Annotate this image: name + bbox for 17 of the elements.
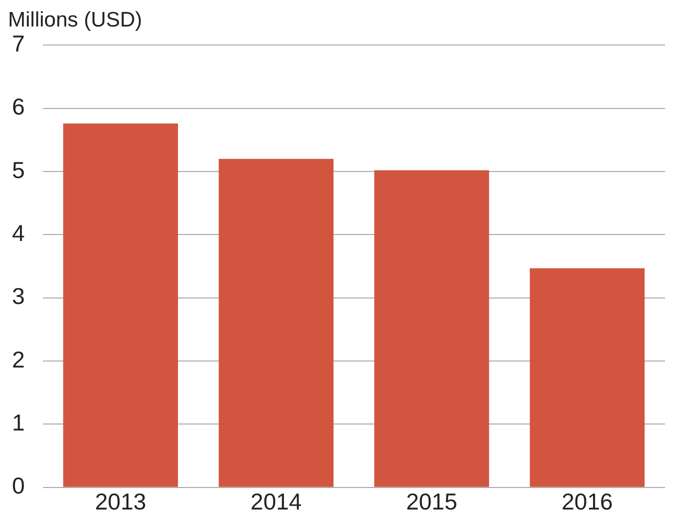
x-tick-label: 2016	[562, 488, 613, 515]
y-tick-label: 4	[12, 220, 25, 246]
bar	[530, 268, 645, 487]
y-tick-label: 6	[12, 94, 25, 120]
y-tick-label: 2	[12, 346, 25, 372]
y-tick-label: 1	[12, 410, 25, 436]
bar	[63, 124, 178, 487]
x-tick-label: 2014	[250, 488, 302, 515]
y-tick-label: 5	[12, 156, 25, 183]
y-tick-label: 7	[12, 30, 25, 57]
y-axis-title: Millions (USD)	[8, 8, 142, 32]
x-tick-label: 2015	[406, 488, 458, 515]
x-tick-label: 2013	[94, 488, 146, 515]
y-tick-label: 0	[12, 472, 25, 499]
bar	[218, 158, 334, 487]
bar	[374, 170, 490, 487]
y-tick-label: 3	[12, 283, 25, 310]
